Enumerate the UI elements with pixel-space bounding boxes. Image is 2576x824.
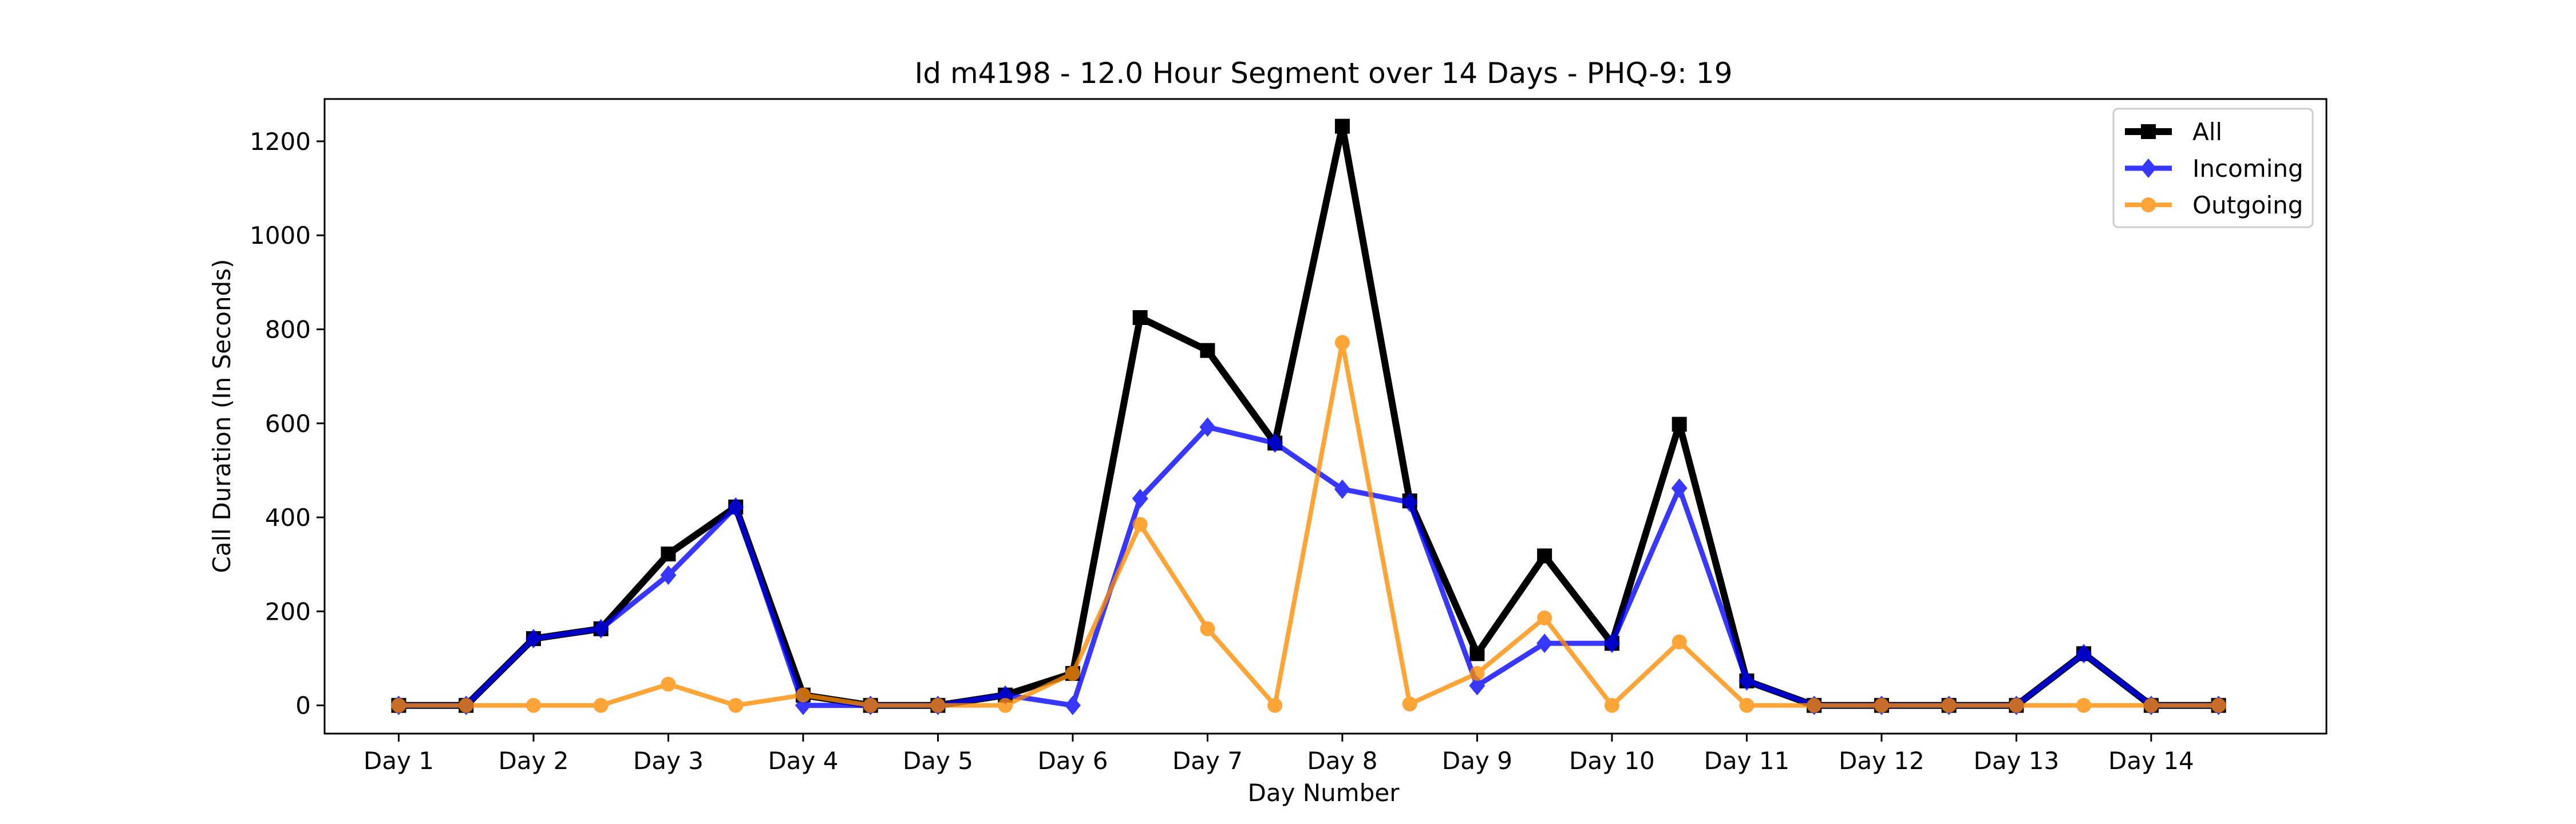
x-tick-label: Day 2 <box>498 747 568 775</box>
data-point-all <box>1200 343 1215 358</box>
legend-entry-outgoing <box>2125 197 2172 212</box>
data-point-incoming <box>526 629 542 649</box>
x-tick-label: Day 9 <box>1442 747 1512 775</box>
data-point-incoming <box>592 619 609 639</box>
data-point-outgoing <box>930 698 946 713</box>
data-point-outgoing <box>526 698 542 713</box>
series-outgoing <box>391 335 2226 713</box>
legend-swatch-marker <box>2140 159 2156 178</box>
x-tick-label: Day 4 <box>768 747 838 775</box>
y-axis: 0 200 400 600 800 1000 1200 <box>250 128 325 720</box>
data-point-outgoing <box>2076 698 2092 713</box>
data-point-incoming <box>1334 479 1350 499</box>
x-axis-label: Day Number <box>1247 779 1400 807</box>
data-point-incoming <box>1603 633 1620 653</box>
data-point-outgoing <box>459 698 474 713</box>
data-point-incoming <box>1739 671 1755 691</box>
legend: All Incoming Outgoing <box>2112 108 2314 228</box>
data-point-outgoing <box>863 698 878 713</box>
series-line-all <box>398 122 2219 709</box>
data-point-outgoing <box>795 687 811 703</box>
plot-area-frame <box>323 98 2328 735</box>
series-line-outgoing <box>398 340 2219 708</box>
chart-title: Id m4198 - 12.0 Hour Segment over 14 Day… <box>915 57 1733 90</box>
legend-swatch-marker <box>2141 197 2156 212</box>
data-point-outgoing <box>1200 621 1215 636</box>
legend-box <box>2112 108 2314 228</box>
data-point-outgoing <box>1469 665 1485 681</box>
data-point-all <box>1469 646 1485 661</box>
data-point-outgoing <box>728 698 744 713</box>
data-point-outgoing <box>1604 698 1619 713</box>
data-point-outgoing <box>2143 698 2159 713</box>
legend-entry-incoming <box>2125 159 2172 178</box>
data-point-incoming <box>1199 417 1216 437</box>
data-point-incoming <box>1469 676 1485 696</box>
data-point-outgoing <box>1941 698 1957 713</box>
data-point-incoming <box>660 565 677 585</box>
data-point-all <box>661 546 676 562</box>
x-tick-label: Day 1 <box>364 747 434 775</box>
data-point-incoming <box>1267 433 1283 453</box>
data-point-outgoing <box>2009 698 2024 713</box>
legend-label: Outgoing <box>2192 191 2303 219</box>
x-tick-label: Day 8 <box>1307 747 1377 775</box>
data-point-incoming <box>1671 478 1688 498</box>
data-point-outgoing <box>1739 698 1755 713</box>
data-point-incoming <box>2076 644 2092 664</box>
data-point-incoming <box>1536 633 1553 653</box>
data-point-all <box>1334 118 1350 134</box>
data-point-outgoing <box>391 698 406 713</box>
legend-swatch-marker <box>2141 124 2156 139</box>
data-point-outgoing <box>2211 698 2226 713</box>
data-point-outgoing <box>1267 698 1283 713</box>
data-point-all <box>1537 548 1552 564</box>
legend-label: All <box>2192 118 2222 146</box>
data-point-incoming <box>728 497 744 517</box>
legend-label: Incoming <box>2192 154 2304 183</box>
data-point-all <box>1132 310 1148 325</box>
data-point-outgoing <box>1402 696 1417 712</box>
x-tick-label: Day 10 <box>1569 747 1655 775</box>
y-tick-label: 1000 <box>250 221 311 249</box>
x-tick-label: Day 6 <box>1037 747 1108 775</box>
data-point-all <box>1672 417 1687 432</box>
x-tick-label: Day 13 <box>1974 747 2060 775</box>
data-point-outgoing <box>1537 610 1552 625</box>
data-point-outgoing <box>1874 698 1889 713</box>
x-tick-label: Day 11 <box>1704 747 1790 775</box>
data-point-incoming <box>1132 489 1148 509</box>
data-point-outgoing <box>661 676 676 692</box>
y-axis-label: Call Duration (In Seconds) <box>208 259 236 573</box>
series-layer <box>390 118 2227 715</box>
legend-entry-all <box>2125 124 2172 139</box>
y-tick-label: 600 <box>265 410 311 438</box>
x-axis: Day 1 Day 2 Day 3 Day 4 Day 5 Day 6 Day 7 Day 8… <box>364 734 2194 775</box>
x-tick-label: Day 7 <box>1172 747 1243 775</box>
data-point-incoming <box>1401 492 1418 512</box>
x-tick-label: Day 14 <box>2108 747 2194 775</box>
data-point-outgoing <box>1672 634 1687 649</box>
x-tick-label: Day 3 <box>633 747 704 775</box>
x-tick-label: Day 12 <box>1839 747 1925 775</box>
y-tick-label: 800 <box>265 316 311 344</box>
y-tick-label: 200 <box>265 597 311 625</box>
x-tick-label: Day 5 <box>903 747 973 775</box>
data-point-incoming <box>1064 695 1081 715</box>
data-point-outgoing <box>998 698 1013 713</box>
data-point-outgoing <box>1807 698 1822 713</box>
y-tick-label: 400 <box>265 504 311 532</box>
series-all <box>391 118 2226 713</box>
data-point-outgoing <box>1334 335 1350 350</box>
data-point-outgoing <box>1065 665 1080 681</box>
series-incoming <box>390 417 2227 715</box>
y-tick-label: 1200 <box>250 128 311 156</box>
series-line-incoming <box>398 424 2219 708</box>
data-point-outgoing <box>593 698 609 713</box>
y-tick-label: 0 <box>295 692 311 720</box>
data-point-outgoing <box>1132 517 1148 532</box>
